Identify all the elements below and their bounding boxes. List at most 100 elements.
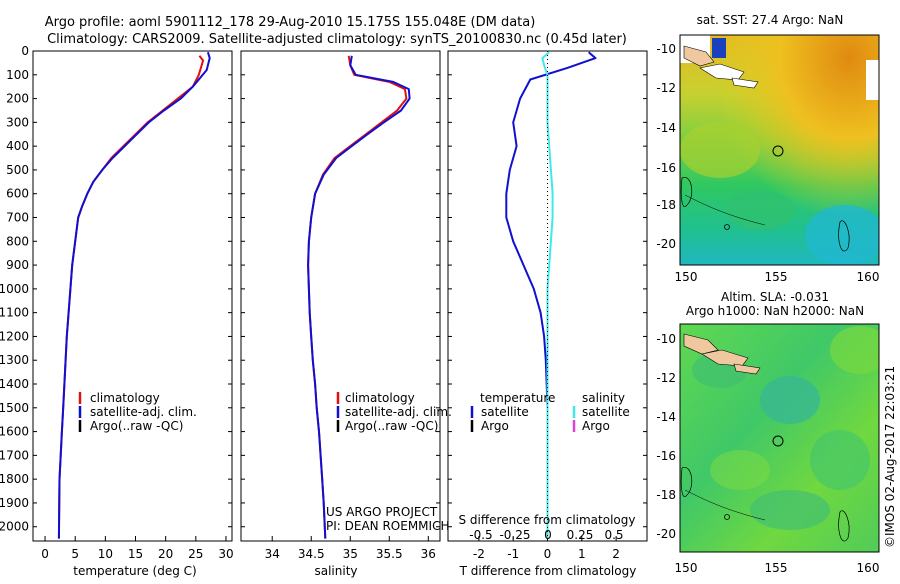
series-line-climatology: [307, 55, 408, 539]
temperature-panel-frame: [32, 50, 233, 542]
x-tick-label: 25: [188, 547, 203, 561]
credit-label: ©IMOS 02-Aug-2017 22:03:21: [883, 366, 897, 548]
legend-label-temp-satellite: satellite: [481, 405, 529, 419]
sla-xtick: 160: [857, 561, 880, 575]
x-tick-label: 20: [158, 547, 173, 561]
x-tick-label: 35.5: [376, 547, 403, 561]
header-line1: Argo profile: aoml 5901112_178 29-Aug-20…: [45, 15, 536, 30]
argo-float-marker: [772, 435, 784, 447]
sst-xtick: 155: [765, 270, 788, 284]
project-label: US ARGO PROJECT: [326, 505, 438, 519]
x-tick-label: -1: [507, 547, 519, 561]
depth-tick-label: 100: [6, 68, 29, 82]
depth-tick-label: 300: [6, 115, 29, 129]
sdiff-tick: 0.25: [567, 528, 594, 542]
depth-tick-label: 200: [6, 92, 29, 106]
sla-xtick: 155: [765, 561, 788, 575]
legend-label-argo: Argo(..raw -QC): [345, 419, 438, 433]
depth-tick-label: 1300: [0, 353, 29, 367]
x-tick-label: 0: [41, 547, 49, 561]
depth-tick-label: 2000: [0, 520, 29, 534]
series-line-satellite-adj-clim-: [307, 55, 411, 539]
depth-tick-label: 1400: [0, 377, 29, 391]
legend-header-salinity: salinity: [582, 391, 625, 405]
sla-xtick: 150: [675, 561, 698, 575]
sla-ytick: -14: [656, 410, 676, 424]
depth-tick-label: 1800: [0, 472, 29, 486]
x-tick-label: 15: [128, 547, 143, 561]
legend-label-sal-argo: Argo: [582, 419, 610, 433]
tdiff-axis-label: T difference from climatology: [459, 564, 637, 578]
x-tick-label: -2: [473, 547, 485, 561]
depth-tick-label: 900: [6, 258, 29, 272]
sla-ytick: -10: [656, 332, 676, 346]
sst-ytick: -18: [656, 198, 676, 212]
sla-map-frame: [679, 323, 880, 553]
ticks-layer: 0 5 10 15 20 25 300100200300400500600700800900…: [0, 44, 647, 561]
x-tick-label: 36: [421, 547, 436, 561]
series-line-climatology: [57, 55, 205, 539]
coastline-shape: [683, 333, 719, 355]
sst-ytick: -14: [656, 121, 676, 135]
x-tick-label: 2: [612, 547, 620, 561]
salinity-panel-frame: [240, 50, 441, 542]
x-tick-label: 10: [98, 547, 113, 561]
salinity-legend: climatology satellite-adj. clim. Argo(..…: [336, 391, 452, 433]
depth-tick-label: 700: [6, 211, 29, 225]
depth-tick-label: 1600: [0, 425, 29, 439]
depth-tick-label: 1500: [0, 401, 29, 415]
sdiff-axis-title: S difference from climatology: [459, 513, 636, 527]
x-tick-label: 30: [218, 547, 233, 561]
sst-ytick: -12: [656, 81, 676, 95]
sdiff-tick: 0: [544, 528, 552, 542]
sdiff-tick: -0.5: [469, 528, 492, 542]
legend-label-argo: Argo(..raw -QC): [90, 419, 183, 433]
pi-label: PI: DEAN ROEMMICH: [326, 519, 449, 533]
lines-layer: [57, 51, 597, 539]
sla-map-field: [680, 324, 879, 552]
series-line-salinity-satellite: [541, 51, 554, 539]
depth-tick-label: 400: [6, 139, 29, 153]
legend-label-satellite: satellite-adj. clim.: [90, 405, 197, 419]
depth-tick-label: 1900: [0, 496, 29, 510]
x-tick-label: 0: [544, 547, 552, 561]
sla-ytick: -12: [656, 371, 676, 385]
sdiff-tick: -0.25: [499, 528, 530, 542]
depth-tick-label: 500: [6, 163, 29, 177]
sst-ytick: -20: [656, 237, 676, 251]
sst-ytick: -10: [656, 42, 676, 56]
depth-tick-label: 1200: [0, 329, 29, 343]
difference-legend: temperature salinity satellite Argo sate…: [470, 391, 630, 433]
legend-label-temp-argo: Argo: [481, 419, 509, 433]
series-line-temperature-satellite: [505, 51, 597, 539]
sla-ytick: -18: [656, 488, 676, 502]
sst-xtick: 150: [675, 270, 698, 284]
sla-ytick: -16: [656, 449, 676, 463]
depth-tick-label: 600: [6, 187, 29, 201]
sst-ytick: -16: [656, 161, 676, 175]
legend-label-satellite: satellite-adj. clim.: [345, 405, 452, 419]
x-tick-label: 34.5: [298, 547, 325, 561]
x-tick-label: 5: [71, 547, 79, 561]
coastline-shape: [683, 45, 715, 67]
depth-tick-label: 1000: [0, 282, 29, 296]
sla-ytick: -20: [656, 527, 676, 541]
sst-map-frame: [679, 34, 880, 266]
series-line-satellite-adj-clim-: [57, 51, 211, 539]
sdiff-tick: 0.5: [604, 528, 623, 542]
header-line2: Climatology: CARS2009. Satellite-adjuste…: [47, 32, 627, 47]
sst-map-title: sat. SST: 27.4 Argo: NaN: [697, 13, 844, 27]
temperature-legend: climatology satellite-adj. clim. Argo(..…: [78, 391, 197, 433]
x-tick-label: 35: [343, 547, 358, 561]
sst-map-field: [680, 35, 879, 265]
sla-map-title-2: Argo h1000: NaN h2000: NaN: [686, 304, 864, 318]
legend-label-sal-satellite: satellite: [582, 405, 630, 419]
legend-label-climatology: climatology: [345, 391, 415, 405]
x-tick-label: 34: [265, 547, 280, 561]
sst-xtick: 160: [857, 270, 880, 284]
sla-map-title-1: Altim. SLA: -0.031: [721, 290, 829, 304]
depth-tick-label: 1700: [0, 448, 29, 462]
salinity-axis-label: salinity: [314, 564, 357, 578]
legend-header-temperature: temperature: [480, 391, 555, 405]
depth-tick-label: 1100: [0, 306, 29, 320]
